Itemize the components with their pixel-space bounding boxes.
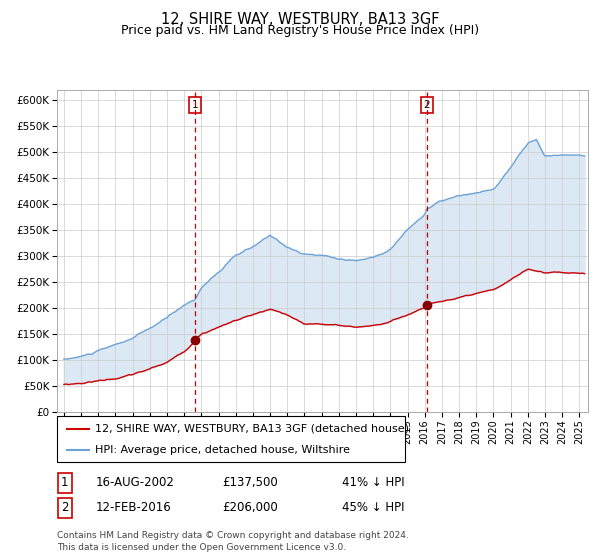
Text: HPI: Average price, detached house, Wiltshire: HPI: Average price, detached house, Wilt… [95,445,350,455]
Text: 41% ↓ HPI: 41% ↓ HPI [342,476,404,489]
Text: 12, SHIRE WAY, WESTBURY, BA13 3GF (detached house): 12, SHIRE WAY, WESTBURY, BA13 3GF (detac… [95,424,409,434]
Text: 1: 1 [61,476,68,489]
Text: 45% ↓ HPI: 45% ↓ HPI [342,501,404,515]
Text: £206,000: £206,000 [222,501,278,515]
Text: 1: 1 [191,100,198,110]
Text: Price paid vs. HM Land Registry's House Price Index (HPI): Price paid vs. HM Land Registry's House … [121,24,479,37]
Text: 2: 2 [424,100,430,110]
Text: 2: 2 [61,501,68,515]
Text: Contains HM Land Registry data © Crown copyright and database right 2024.
This d: Contains HM Land Registry data © Crown c… [57,531,409,552]
Text: 12-FEB-2016: 12-FEB-2016 [96,501,172,515]
Text: 16-AUG-2002: 16-AUG-2002 [96,476,175,489]
Text: £137,500: £137,500 [222,476,278,489]
Text: 12, SHIRE WAY, WESTBURY, BA13 3GF: 12, SHIRE WAY, WESTBURY, BA13 3GF [161,12,439,27]
